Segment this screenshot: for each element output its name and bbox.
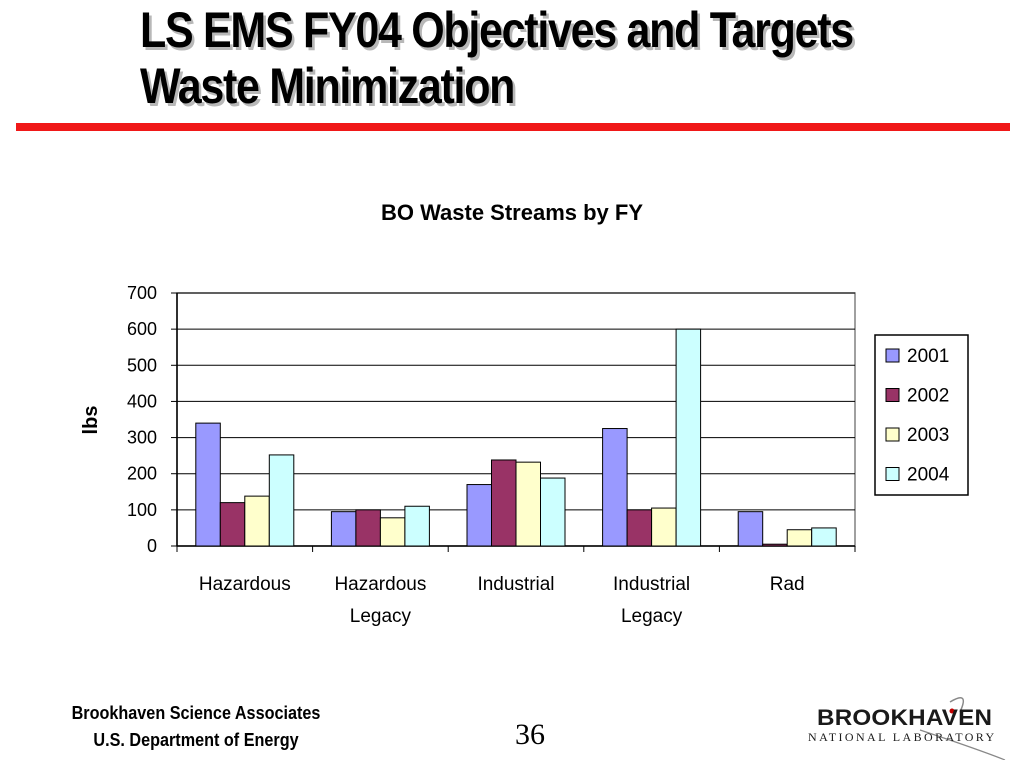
- bar-2001: [330, 511, 357, 547]
- y-axis-label: lbs: [80, 406, 102, 435]
- bar-2004: [540, 477, 566, 547]
- bar-2004: [268, 454, 295, 547]
- legend-label-2004: 2004: [907, 465, 950, 486]
- footer-organization: Brookhaven Science Associates U.S. Depar…: [52, 700, 340, 754]
- y-tick-label: 700: [127, 283, 157, 303]
- x-tick-label: Legacy: [350, 606, 412, 627]
- bar-2004: [404, 505, 430, 547]
- footer-org-line-1: Brookhaven Science Associates: [71, 703, 321, 723]
- bar-2002: [491, 459, 517, 547]
- logo-swoosh-icon: [919, 697, 1006, 760]
- slide-title: LS EMS FY04 Objectives and Targets Waste…: [140, 2, 880, 114]
- logo-wordmark: BROOKHAVEN: [817, 705, 993, 730]
- bar-2002: [355, 509, 381, 547]
- bar-2001: [737, 511, 764, 547]
- bar-2002: [626, 509, 653, 547]
- bar-2003: [651, 507, 677, 547]
- page-number: 36: [515, 718, 545, 751]
- bar-2003: [515, 461, 541, 547]
- title-divider: [16, 123, 1010, 131]
- x-tick-label: Hazardous: [199, 574, 291, 595]
- bar-2003: [244, 495, 270, 547]
- waste-streams-chart: BO Waste Streams by FY 0 100 200 300 400 500 60…: [80, 200, 969, 627]
- y-tick-label: 100: [127, 500, 157, 520]
- x-tick-label: Industrial: [477, 574, 554, 595]
- bar-2001: [602, 428, 628, 547]
- bar-2004: [811, 527, 837, 547]
- slide-title-line-2: Waste Minimization: [140, 58, 515, 114]
- slide-title-line-1: LS EMS FY04 Objectives and Targets: [140, 2, 854, 58]
- y-tick-label: 300: [127, 428, 157, 448]
- x-tick-label: Hazardous: [334, 574, 426, 595]
- y-tick-label: 200: [127, 464, 157, 484]
- bar-2004: [675, 328, 702, 547]
- bar-2002: [219, 502, 246, 547]
- x-tick-label: Legacy: [621, 606, 683, 627]
- logo-subtitle: NATIONAL LABORATORY: [808, 730, 997, 744]
- legend-label-2002: 2002: [907, 386, 949, 407]
- legend-swatch-2003: [885, 427, 900, 442]
- legend-swatch-2002: [885, 388, 900, 402]
- legend-label-2001: 2001: [907, 346, 949, 367]
- bar-2003: [786, 529, 813, 547]
- legend-swatch-2004: [885, 467, 900, 481]
- bar-2003: [379, 517, 406, 547]
- brookhaven-logo: BROOKHAVEN NATIONAL LABORATORY: [800, 690, 1010, 760]
- chart-title: BO Waste Streams by FY: [381, 200, 643, 225]
- x-tick-label: Industrial: [613, 574, 690, 595]
- footer-org-line-2: U.S. Department of Energy: [93, 730, 299, 750]
- y-tick-label: 400: [127, 391, 157, 411]
- x-tick-label: Rad: [770, 574, 805, 595]
- y-tick-label: 500: [127, 355, 157, 375]
- legend-swatch-2001: [885, 348, 900, 363]
- y-tick-label: 600: [127, 319, 157, 339]
- legend-label-2003: 2003: [907, 425, 949, 446]
- bar-2002: [762, 543, 788, 547]
- bar-2001: [466, 484, 492, 547]
- y-tick-label: 0: [147, 536, 157, 556]
- bar-2001: [195, 422, 221, 547]
